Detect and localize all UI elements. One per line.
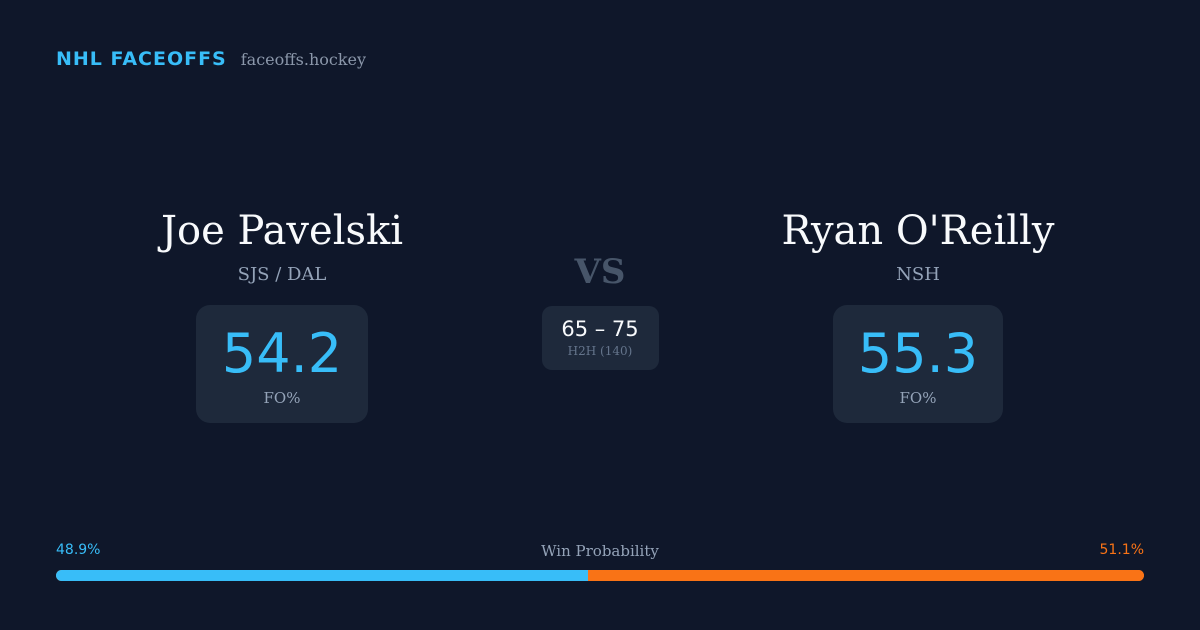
win-probability: 48.9% Win Probability 51.1% [56,542,1144,581]
win-probability-labels: 48.9% Win Probability 51.1% [56,542,1144,564]
player-right-stat-card: 55.3 FO% [833,305,1003,423]
h2h-label: H2H (140) [567,344,633,358]
player-right: Ryan O'Reilly NSH 55.3 FO% [748,205,1088,423]
win-probability-fill-right [588,570,1144,581]
win-probability-title: Win Probability [541,542,659,560]
brand-name[interactable]: NHL FACEOFFS [56,48,227,70]
brand-site[interactable]: faceoffs.hockey [240,50,367,69]
player-left-team: SJS / DAL [237,264,327,285]
player-left-fo-label: FO% [263,389,301,407]
win-probability-left-label: 48.9% [56,542,101,558]
win-probability-right-label: 51.1% [1099,542,1144,558]
h2h-score: 65 – 75 [561,317,639,341]
player-right-team: NSH [896,264,940,285]
player-right-fo-value: 55.3 [857,322,979,385]
win-probability-fill-left [56,570,589,581]
versus-block: VS 65 – 75 H2H (140) [500,252,700,370]
player-left-name: Joe Pavelski [160,208,404,254]
player-left-stat-card: 54.2 FO% [196,305,368,423]
win-probability-bar [56,570,1144,581]
vs-label: VS [574,252,626,292]
player-right-fo-label: FO% [899,389,937,407]
player-left-fo-value: 54.2 [221,322,343,385]
player-left: Joe Pavelski SJS / DAL 54.2 FO% [112,205,452,423]
player-right-name: Ryan O'Reilly [781,208,1055,254]
h2h-card: 65 – 75 H2H (140) [541,306,659,370]
brand-header: NHL FACEOFFS faceoffs.hockey [56,48,366,70]
